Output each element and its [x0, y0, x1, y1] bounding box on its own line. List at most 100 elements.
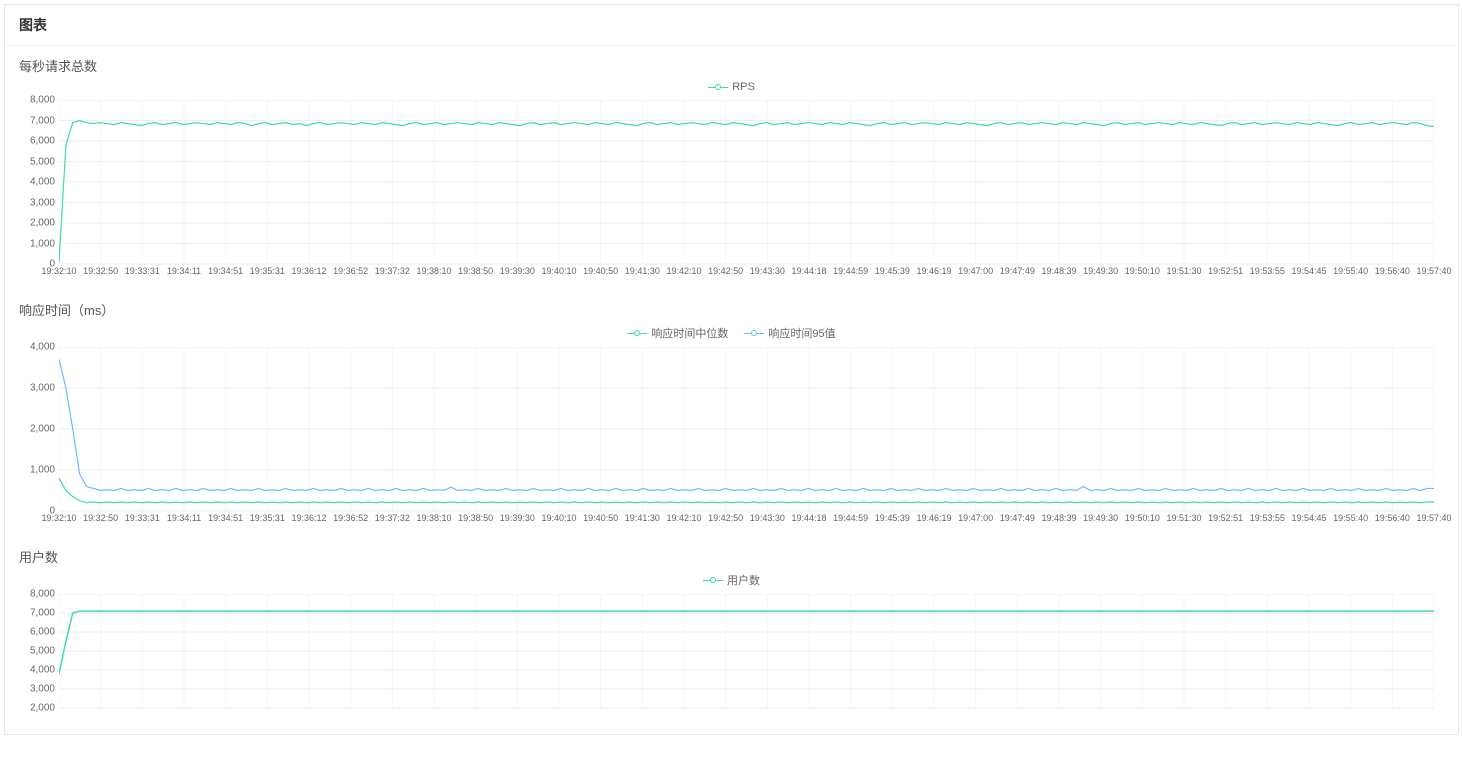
y-axis-tick: 8,000	[30, 95, 55, 106]
x-axis-tick: 19:34:51	[208, 513, 243, 523]
legend-label: 响应时间95值	[768, 325, 835, 341]
x-axis-tick: 19:44:18	[791, 266, 826, 276]
x-axis-tick: 19:56:40	[1375, 513, 1410, 523]
x-axis-tick: 19:36:52	[333, 266, 368, 276]
x-axis-tick: 19:52:51	[1208, 266, 1243, 276]
y-axis-tick: 2,000	[30, 703, 55, 714]
y-axis-tick: 4,000	[30, 342, 55, 353]
x-axis-tick: 19:33:31	[125, 266, 160, 276]
x-axis-tick: 19:40:50	[583, 513, 618, 523]
x-axis-tick: 19:33:31	[125, 513, 160, 523]
chart-response-time-legend: 响应时间中位数 响应时间95值	[19, 325, 1444, 341]
chart-rps-legend: RPS	[19, 81, 1444, 94]
x-axis-tick: 19:38:10	[416, 266, 451, 276]
legend-label: 响应时间中位数	[651, 325, 728, 341]
y-axis-tick: 3,000	[30, 197, 55, 208]
y-axis-tick: 5,000	[30, 156, 55, 167]
x-axis-tick: 19:39:30	[500, 513, 535, 523]
legend-item[interactable]: 响应时间95值	[744, 325, 835, 341]
x-axis-tick: 19:49:30	[1083, 513, 1118, 523]
x-axis-tick: 19:38:10	[416, 513, 451, 523]
x-axis-tick: 19:34:11	[167, 266, 201, 276]
x-axis-tick: 19:38:50	[458, 513, 493, 523]
chart-rps: 每秒请求总数 RPS 01,0002,0003,0004,0005,0006,0…	[5, 46, 1458, 290]
y-axis-tick: 8,000	[30, 589, 55, 600]
x-axis-tick: 19:45:39	[875, 513, 910, 523]
x-axis-tick: 19:32:10	[41, 513, 76, 523]
x-axis-tick: 19:35:31	[250, 266, 285, 276]
x-axis-tick: 19:57:40	[1416, 513, 1451, 523]
x-axis-tick: 19:39:30	[500, 266, 535, 276]
y-axis-tick: 4,000	[30, 177, 55, 188]
x-axis-tick: 19:56:40	[1375, 266, 1410, 276]
x-axis-tick: 19:50:10	[1125, 513, 1160, 523]
y-axis-tick: 2,000	[30, 218, 55, 229]
chart-users-area[interactable]: 2,0003,0004,0005,0006,0007,0008,000	[59, 594, 1434, 724]
chart-response-time: 响应时间（ms） 响应时间中位数 响应时间95值 01,0002,0003,000…	[5, 290, 1458, 537]
chart-users-legend: 用户数	[19, 572, 1444, 588]
y-axis-tick: 7,000	[30, 115, 55, 126]
x-axis-tick: 19:34:51	[208, 266, 243, 276]
x-axis-tick: 19:53:55	[1250, 513, 1285, 523]
x-axis-tick: 19:37:32	[375, 513, 410, 523]
x-axis-tick: 19:51:30	[1166, 513, 1201, 523]
x-axis-tick: 19:40:10	[541, 513, 576, 523]
x-axis-tick: 19:41:30	[625, 513, 660, 523]
y-axis-tick: 3,000	[30, 684, 55, 695]
x-axis-tick: 19:36:52	[333, 513, 368, 523]
chart-response-time-area[interactable]: 01,0002,0003,0004,000 19:32:1019:32:5019…	[59, 347, 1434, 527]
x-axis-tick: 19:50:10	[1125, 266, 1160, 276]
y-axis-tick: 3,000	[30, 383, 55, 394]
x-axis-tick: 19:36:12	[291, 513, 326, 523]
chart-line	[59, 359, 1434, 490]
chart-rps-area[interactable]: 01,0002,0003,0004,0005,0006,0007,0008,00…	[59, 100, 1434, 280]
x-axis-tick: 19:53:55	[1250, 266, 1285, 276]
x-axis-tick: 19:57:40	[1416, 266, 1451, 276]
x-axis-tick: 19:42:10	[666, 513, 701, 523]
x-axis-tick: 19:46:19	[916, 513, 951, 523]
legend-item[interactable]: 响应时间中位数	[627, 325, 728, 341]
x-axis-tick: 19:35:31	[250, 513, 285, 523]
x-axis-tick: 19:51:30	[1166, 266, 1201, 276]
x-axis-tick: 19:37:32	[375, 266, 410, 276]
y-axis-tick: 2,000	[30, 424, 55, 435]
x-axis-tick: 19:47:49	[1000, 266, 1035, 276]
x-axis-tick: 19:32:10	[41, 266, 76, 276]
x-axis-tick: 19:42:50	[708, 513, 743, 523]
y-axis-tick: 1,000	[30, 238, 55, 249]
x-axis-tick: 19:41:30	[625, 266, 660, 276]
x-axis-tick: 19:32:50	[83, 266, 118, 276]
legend-label: 用户数	[727, 572, 760, 588]
x-axis-tick: 19:44:59	[833, 266, 868, 276]
legend-item[interactable]: 用户数	[703, 572, 760, 588]
x-axis-tick: 19:43:30	[750, 513, 785, 523]
chart-response-time-title: 响应时间（ms）	[19, 300, 1444, 319]
y-axis-tick: 4,000	[30, 665, 55, 676]
chart-users-title: 用户数	[19, 547, 1444, 566]
panel-title: 图表	[5, 5, 1458, 46]
x-axis-tick: 19:44:59	[833, 513, 868, 523]
x-axis-tick: 19:54:45	[1291, 513, 1326, 523]
x-axis-tick: 19:40:50	[583, 266, 618, 276]
chart-line	[59, 611, 1434, 674]
y-axis-tick: 6,000	[30, 136, 55, 147]
x-axis-tick: 19:54:45	[1291, 266, 1326, 276]
chart-users: 用户数 用户数 2,0003,0004,0005,0006,0007,0008,…	[5, 537, 1458, 734]
y-axis-tick: 7,000	[30, 608, 55, 619]
x-axis-tick: 19:55:40	[1333, 266, 1368, 276]
x-axis-tick: 19:48:39	[1041, 266, 1076, 276]
chart-line	[59, 121, 1434, 263]
x-axis-tick: 19:38:50	[458, 266, 493, 276]
x-axis-tick: 19:42:50	[708, 266, 743, 276]
x-axis-tick: 19:44:18	[791, 513, 826, 523]
x-axis-tick: 19:45:39	[875, 266, 910, 276]
x-axis-tick: 19:32:50	[83, 513, 118, 523]
x-axis-tick: 19:46:19	[916, 266, 951, 276]
legend-item[interactable]: RPS	[708, 81, 755, 93]
charts-panel: 图表 每秒请求总数 RPS 01,0002,0003,0004,0005,000…	[4, 4, 1459, 735]
y-axis-tick: 5,000	[30, 646, 55, 657]
x-axis-tick: 19:42:10	[666, 266, 701, 276]
x-axis-tick: 19:47:00	[958, 266, 993, 276]
x-axis-tick: 19:36:12	[291, 266, 326, 276]
x-axis-tick: 19:48:39	[1041, 513, 1076, 523]
